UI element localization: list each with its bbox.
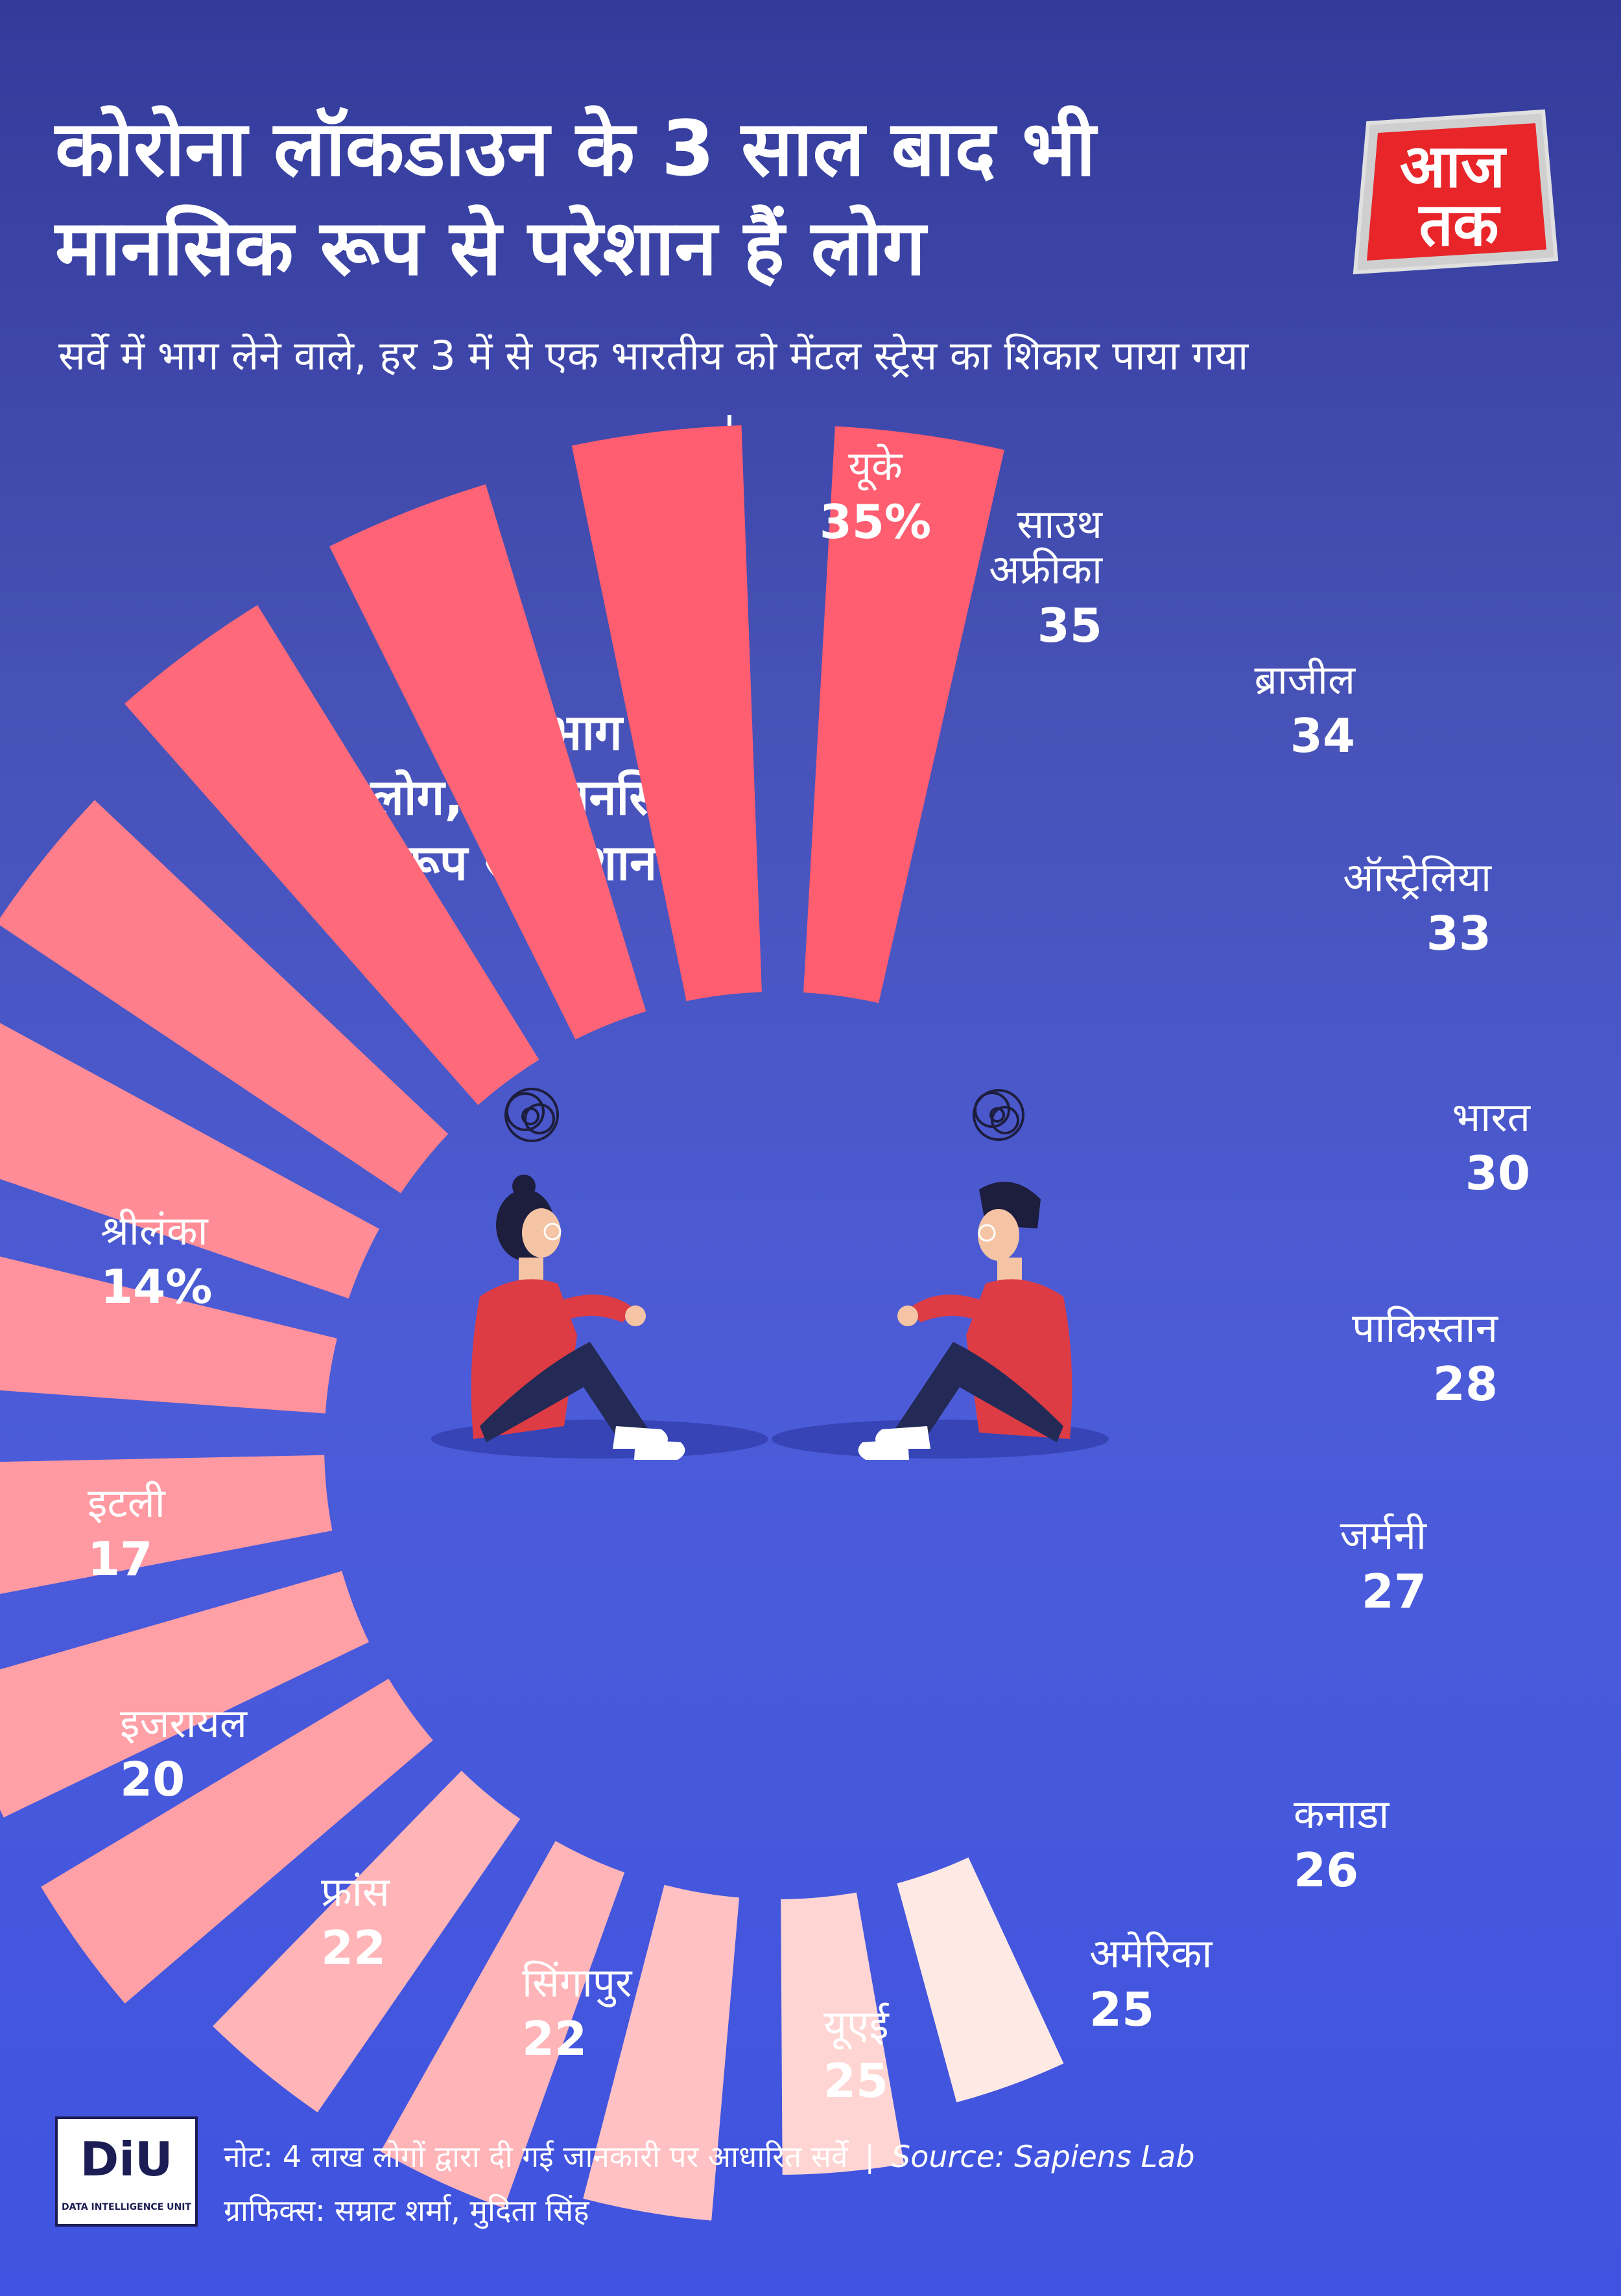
bar-label-7: जर्मनी	[1340, 1512, 1426, 1559]
footer-credits: ग्राफिक्स: सम्राट शर्मा, मुदिता सिंह	[224, 2193, 589, 2228]
bar-1	[803, 426, 1004, 1003]
bar-label-1: यूके	[848, 442, 903, 491]
stress-scribble-icon	[504, 1088, 559, 1142]
bar-label-13: इजरायल	[120, 1700, 248, 1747]
value-label-5: 30	[1465, 1146, 1530, 1201]
bar-5	[0, 800, 449, 1193]
bar-9	[0, 1571, 369, 1818]
bar-3	[329, 484, 646, 1040]
bar-label-9: अमेरिका	[1089, 1930, 1213, 1977]
footer-note: नोट: 4 लाख लोगों द्वारा दी गई जानकारी पर…	[224, 2139, 848, 2174]
bar-15	[897, 1857, 1064, 2103]
diu-logo: DiU DATA INTELLIGENCE UNIT	[55, 2116, 198, 2227]
bar-label-12: फ्रांस	[321, 1868, 390, 1915]
bar-label-10: यूएई	[823, 2001, 890, 2050]
bar-label-6: पाकिस्तान	[1352, 1304, 1498, 1352]
bar-label-4: ऑस्ट्रेलिया	[1343, 854, 1492, 901]
bar-6	[0, 1023, 379, 1299]
value-label-2: 35	[1037, 598, 1102, 653]
value-label-1: 35%	[820, 495, 931, 549]
value-label-3: 34	[1290, 709, 1355, 763]
value-label-14: 17	[88, 1532, 152, 1586]
logo-line-2: तक	[1417, 190, 1500, 259]
value-label-7: 27	[1362, 1564, 1426, 1619]
value-label-13: 20	[120, 1752, 185, 1807]
bar-10	[41, 1678, 433, 2004]
aajtak-logo: आज तक	[1353, 109, 1559, 275]
bar-4	[124, 605, 539, 1105]
bar-label-2-line-1: साउथ	[1017, 500, 1103, 548]
subtitle: सर्वे में भाग लेने वाले, हर 3 में से एक …	[58, 332, 1249, 379]
woman-figure	[471, 1088, 685, 1460]
stressed-people-illustration	[431, 1088, 1109, 1460]
value-label-10: 25	[823, 2054, 888, 2108]
footer-note-line: नोट: 4 लाख लोगों द्वारा दी गई जानकारी पर…	[224, 2136, 1456, 2176]
logo-line-1: आज	[1400, 132, 1507, 201]
bar-14	[781, 1892, 905, 2175]
value-label-11: 22	[522, 2011, 587, 2066]
bar-label-11: सिंगापुर	[522, 1959, 633, 2008]
diu-logo-text: DiU	[80, 2132, 173, 2186]
bar-label-8: कनाडा	[1294, 1790, 1390, 1838]
value-label-12: 22	[321, 1921, 386, 1975]
footer-separator: |	[864, 2139, 875, 2174]
bar-label-3: ब्राजील	[1254, 656, 1356, 703]
title-line-1: कोरोना लॉकडाउन के 3 साल बाद भी	[55, 104, 1096, 193]
value-label-9: 25	[1089, 1982, 1154, 2037]
man-figure	[858, 1089, 1072, 1460]
bar-label-5: भारत	[1452, 1094, 1532, 1141]
bar-label-2-line-2: अफ्रीका	[989, 546, 1103, 593]
bar-11	[213, 1770, 521, 2113]
stress-scribble-icon	[973, 1089, 1024, 1141]
title-line-2: मानसिक रूप से परेशान हैं लोग	[55, 203, 926, 292]
bar-12	[380, 1841, 625, 2208]
footer-source: Source: Sapiens Lab	[892, 2139, 1195, 2174]
bar-13	[583, 1884, 739, 2221]
value-label-15: 14%	[101, 1259, 212, 1314]
value-label-4: 33	[1426, 906, 1491, 961]
bar-label-14: इटली	[88, 1479, 166, 1527]
value-label-6: 28	[1433, 1357, 1498, 1411]
diu-logo-subtitle: DATA INTELLIGENCE UNIT	[62, 2202, 191, 2212]
bar-2	[571, 425, 762, 1002]
bar-label-15: श्रीलंका	[101, 1207, 209, 1254]
value-label-8: 26	[1294, 1843, 1358, 1897]
bar-8	[0, 1455, 333, 1594]
bar-7	[0, 1256, 337, 1414]
